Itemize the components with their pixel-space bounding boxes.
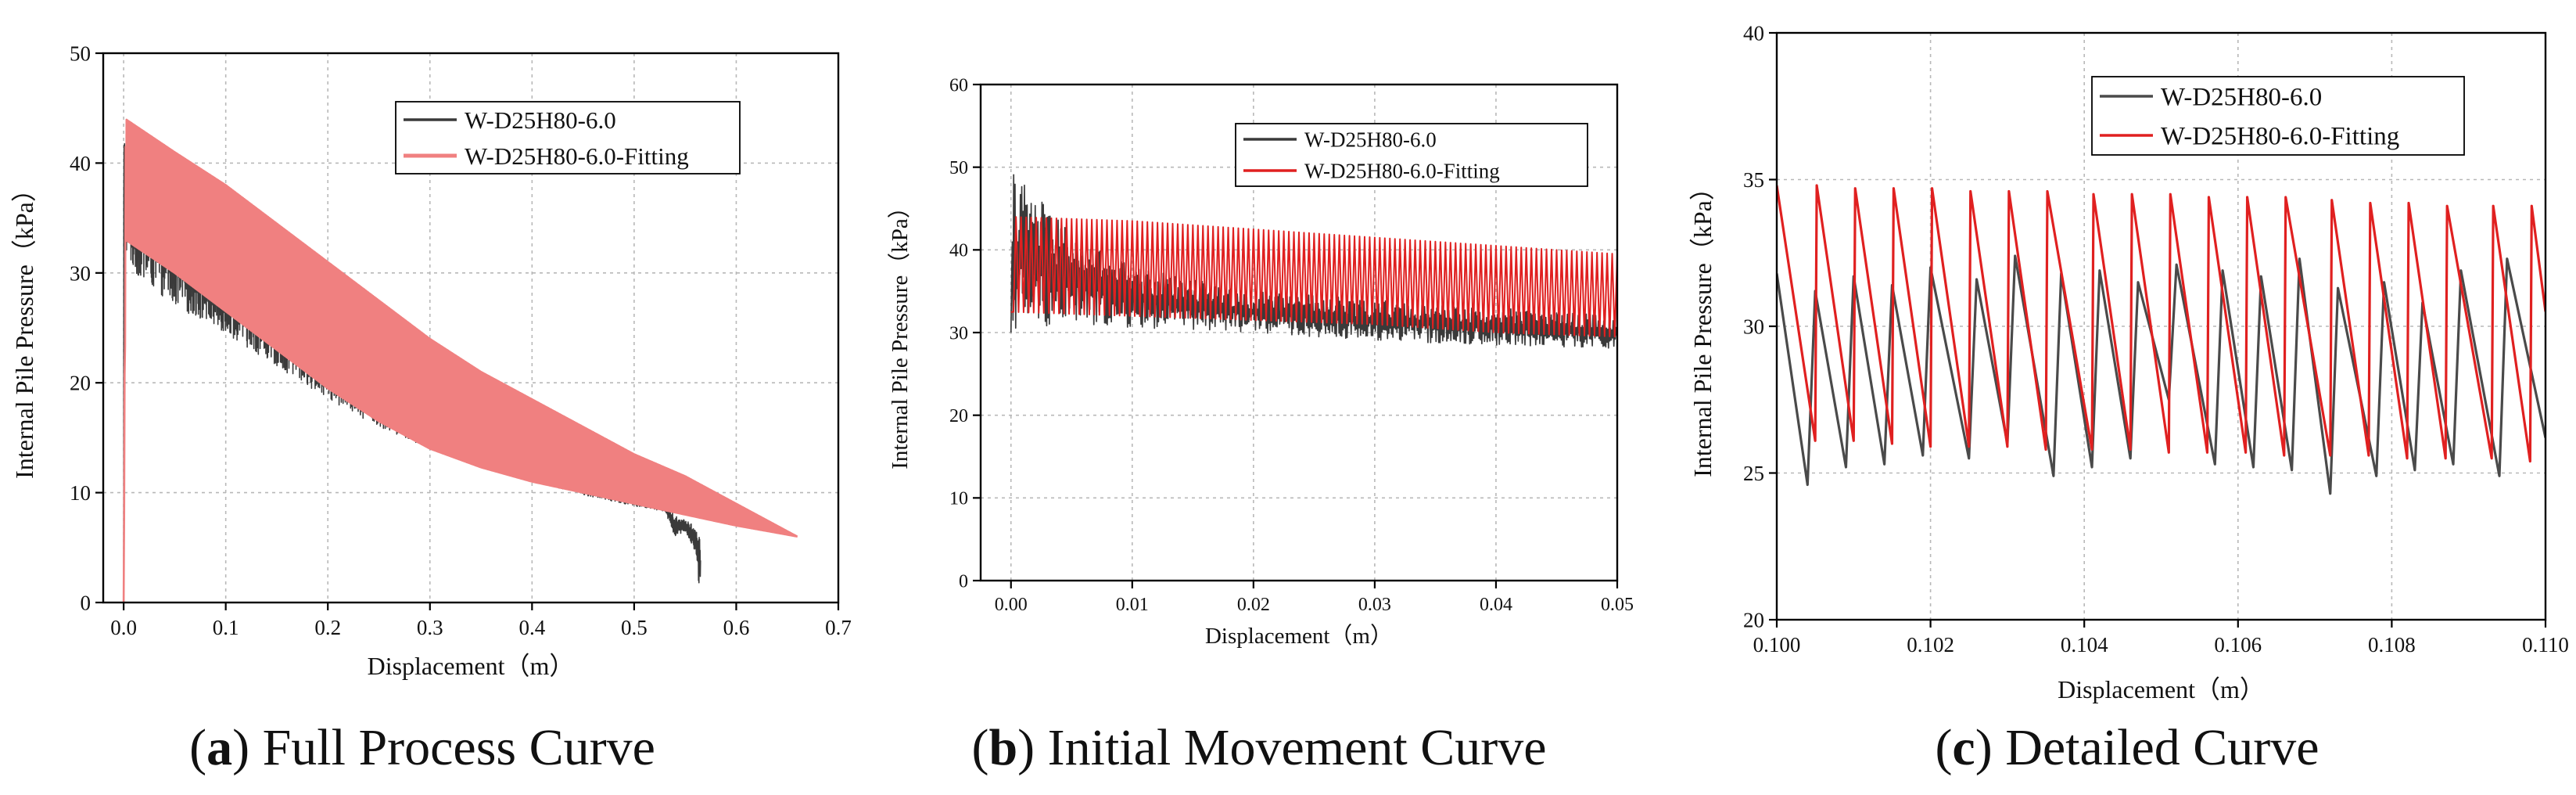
x-tick-label: 0.03 bbox=[1358, 595, 1391, 615]
axes-frame bbox=[102, 52, 840, 604]
x-tick-label: 0.3 bbox=[417, 616, 443, 639]
x-tick-label: 0.0 bbox=[110, 616, 137, 639]
y-tick-label: 0 bbox=[81, 591, 91, 614]
caption-a-text: Full Process Curve bbox=[262, 719, 655, 776]
y-tick-label: 25 bbox=[1743, 462, 1764, 485]
x-axis-label: Displacement（m） bbox=[1205, 624, 1393, 649]
y-tick-label: 10 bbox=[949, 489, 968, 509]
y-axis-label: Internal Pile Pressure（kPa） bbox=[1688, 175, 1717, 477]
plot-area bbox=[122, 118, 798, 603]
y-tick-label: 60 bbox=[949, 75, 968, 95]
legend-label: W-D25H80-6.0-Fitting bbox=[2161, 123, 2399, 151]
y-tick-label: 40 bbox=[949, 241, 968, 261]
y-tick-label: 20 bbox=[70, 372, 91, 395]
x-tick-label: 0.104 bbox=[2061, 633, 2108, 657]
y-tick-label: 0 bbox=[959, 571, 968, 592]
x-tick-label: 0.100 bbox=[1753, 633, 1801, 657]
x-tick-label: 0.108 bbox=[2368, 633, 2416, 657]
legend-label: W-D25H80-6.0 bbox=[1304, 128, 1437, 151]
plot-area bbox=[1777, 184, 2546, 495]
caption-c-text: Detailed Curve bbox=[2005, 719, 2319, 776]
y-tick-label: 35 bbox=[1743, 168, 1764, 192]
y-tick-label: 40 bbox=[70, 152, 91, 175]
y-tick-label: 30 bbox=[70, 261, 91, 285]
series-w-d25h80-6-0-fitting bbox=[122, 118, 798, 603]
legend-box bbox=[395, 101, 741, 174]
y-axis-label: Internal Pile Pressure（kPa） bbox=[888, 196, 913, 469]
chart-b: 0.00 0.01 0.02 0.03 0.04 0.05 0 10 20 30 40 50 60 Dis… bbox=[888, 75, 1634, 649]
x-tick-label: 0.05 bbox=[1601, 595, 1634, 615]
x-tick-label: 0.5 bbox=[621, 616, 648, 639]
y-tick-label: 30 bbox=[1743, 315, 1764, 338]
legend-label: W-D25H80-6.0-Fitting bbox=[1304, 159, 1500, 182]
caption-a: (a) Full Process Curve bbox=[189, 719, 655, 776]
legend-box bbox=[1235, 123, 1588, 187]
legend: W-D25H80-6.0 W-D25H80-6.0-Fitting bbox=[395, 101, 741, 174]
legend-label: W-D25H80-6.0 bbox=[2161, 84, 2322, 112]
caption-b-text: Initial Movement Curve bbox=[1047, 719, 1547, 776]
series-w-d25h80-6-0-fitting bbox=[1010, 216, 1617, 338]
y-tick-label: 30 bbox=[949, 323, 968, 344]
x-tick-label: 0.02 bbox=[1237, 595, 1270, 615]
x-tick-label: 0.102 bbox=[1907, 633, 1954, 657]
y-tick-label: 20 bbox=[1743, 608, 1764, 631]
plot-area bbox=[1010, 174, 1617, 349]
chart-a: 0.0 0.1 0.2 0.3 0.4 0.5 0.6 0.7 0 10 20 30 40 50 Displ… bbox=[10, 41, 852, 680]
y-axis-label: Internal Pile Pressure（kPa） bbox=[10, 177, 38, 479]
x-tick-label: 0.110 bbox=[2522, 633, 2569, 657]
legend-box bbox=[2091, 76, 2465, 156]
x-tick-label: 0.01 bbox=[1116, 595, 1149, 615]
chart-c: 0.100 0.102 0.104 0.106 0.108 0.110 20 25 30 35 40… bbox=[1688, 21, 2569, 703]
legend: W-D25H80-6.0 W-D25H80-6.0-Fitting bbox=[1235, 123, 1588, 187]
x-tick-label: 0.106 bbox=[2214, 633, 2262, 657]
y-tick-label: 40 bbox=[1743, 21, 1764, 45]
x-tick-label: 0.7 bbox=[825, 616, 852, 639]
caption-c: (c) Detailed Curve bbox=[1935, 719, 2319, 776]
x-tick-label: 0.00 bbox=[995, 595, 1028, 615]
x-tick-label: 0.04 bbox=[1480, 595, 1512, 615]
legend-label: W-D25H80-6.0 bbox=[465, 106, 616, 134]
x-axis-label: Displacement（m） bbox=[368, 652, 575, 680]
caption-c-letter: c bbox=[1952, 719, 1975, 776]
y-tick-label: 50 bbox=[949, 158, 968, 178]
caption-a-letter: a bbox=[206, 719, 233, 776]
y-tick-label: 10 bbox=[70, 481, 91, 505]
x-axis-label: Displacement（m） bbox=[2058, 675, 2265, 703]
series-w-d25h80-6-0-fitting bbox=[1777, 184, 2546, 463]
x-tick-label: 0.4 bbox=[518, 616, 545, 639]
legend-label: W-D25H80-6.0-Fitting bbox=[465, 142, 689, 170]
legend: W-D25H80-6.0 W-D25H80-6.0-Fitting bbox=[2091, 76, 2465, 156]
series-w-d25h80-6-0 bbox=[1010, 174, 1617, 349]
x-tick-label: 0.2 bbox=[314, 616, 341, 639]
caption-b: (b) Initial Movement Curve bbox=[971, 719, 1547, 776]
x-tick-label: 0.1 bbox=[213, 616, 239, 639]
y-tick-label: 50 bbox=[70, 41, 91, 65]
caption-b-letter: b bbox=[988, 719, 1018, 776]
x-tick-label: 0.6 bbox=[723, 616, 750, 639]
y-tick-label: 20 bbox=[949, 406, 968, 426]
